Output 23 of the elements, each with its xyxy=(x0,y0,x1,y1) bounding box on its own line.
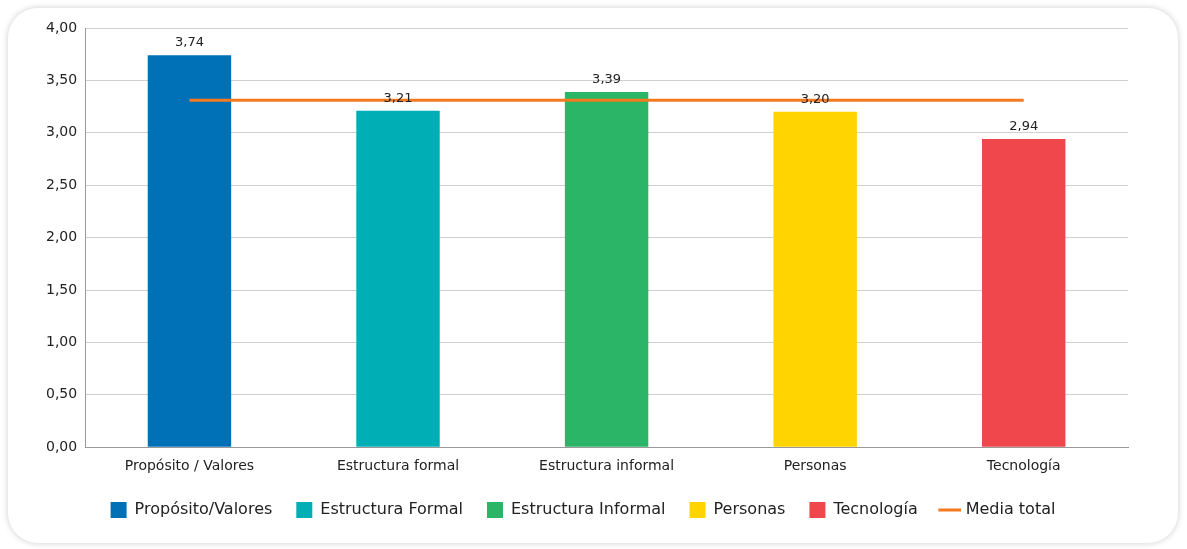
x-tick-label: Propósito / Valores xyxy=(124,457,255,474)
legend-label: Tecnología xyxy=(832,499,918,519)
y-tick-label: 4,00 xyxy=(46,18,78,35)
y-tick-label: 3,00 xyxy=(46,123,78,140)
data-label: 2,94 xyxy=(1009,117,1039,133)
data-label: 3,39 xyxy=(592,70,622,86)
legend-label: Media total xyxy=(965,499,1056,519)
x-tick-label: Estructura informal xyxy=(539,457,675,474)
x-tick-label: Personas xyxy=(783,457,847,474)
legend-label: Estructura Informal xyxy=(510,499,666,519)
legend-label: Personas xyxy=(713,499,786,519)
y-tick-label: 1,50 xyxy=(46,280,78,297)
y-tick-label: 0,00 xyxy=(46,437,78,454)
data-label: 3,74 xyxy=(174,34,204,50)
x-tick-label: Tecnología xyxy=(985,457,1061,474)
y-tick-label: 2,00 xyxy=(46,228,78,245)
legend-label: Propósito/Valores xyxy=(134,499,273,519)
y-tick-label: 2,50 xyxy=(46,175,78,192)
x-tick-label: Estructura formal xyxy=(336,457,460,474)
y-tick-label: 0,50 xyxy=(46,385,78,402)
legend-label: Estructura Formal xyxy=(320,499,463,519)
y-tick-label: 1,00 xyxy=(46,333,78,350)
y-tick-label: 3,50 xyxy=(46,71,78,88)
